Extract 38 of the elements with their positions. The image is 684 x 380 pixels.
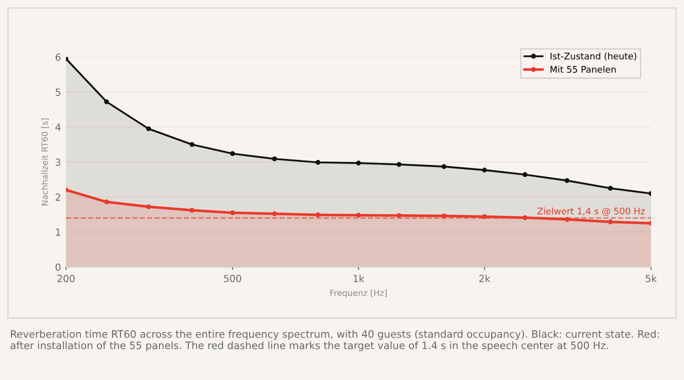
point (396, 213, 402, 218)
point (272, 211, 277, 216)
point (522, 172, 528, 178)
y-tick-label: 4 (55, 124, 61, 131)
point (104, 99, 109, 104)
text: Reverberation time RT60 across the entire frequency spectrum, with 40 guests (standard occupancy). Black: current state. Red: after installation of the 55 panels. The red dashed line marks the target value of 1.4 s in the speech center at 500 Hz. (10, 330, 659, 352)
point (396, 162, 402, 167)
x-tick-label: 200 (57, 274, 75, 282)
point (230, 210, 235, 216)
point (104, 199, 109, 204)
legend-label: Ist-Zustand (heute) (550, 52, 636, 61)
x-tick-label: 2k (479, 274, 490, 282)
y-tick-label: 3 (56, 158, 60, 166)
point (356, 212, 361, 218)
point (356, 160, 361, 166)
y-axis-title: Nachhallzeit RT60 [s] (41, 118, 49, 206)
point (564, 178, 570, 183)
point (272, 156, 277, 162)
legend-label: Mit 55 Panelen (550, 66, 616, 73)
x-tick-label: 5k (646, 274, 657, 282)
x-tick-label: 500 (224, 274, 242, 282)
ref-line-label: Zielwert 1,4 s @ 500 Hz (537, 208, 645, 216)
point (146, 204, 151, 210)
x-axis-title: Frequenz [Hz] (330, 290, 387, 298)
y-tick-label: 1 (56, 228, 60, 236)
y-tick-label: 0 (56, 263, 60, 271)
point (564, 216, 570, 222)
y-tick-label: 2 (56, 193, 60, 201)
y-tick-label: 5 (56, 88, 60, 96)
y-tick-label: 6 (56, 53, 61, 61)
point (522, 215, 528, 220)
x-tick-label: 1k (354, 274, 364, 282)
point (230, 151, 235, 156)
point (190, 208, 194, 213)
point (146, 126, 151, 132)
point (190, 142, 194, 147)
point (482, 214, 487, 220)
point (482, 168, 487, 172)
